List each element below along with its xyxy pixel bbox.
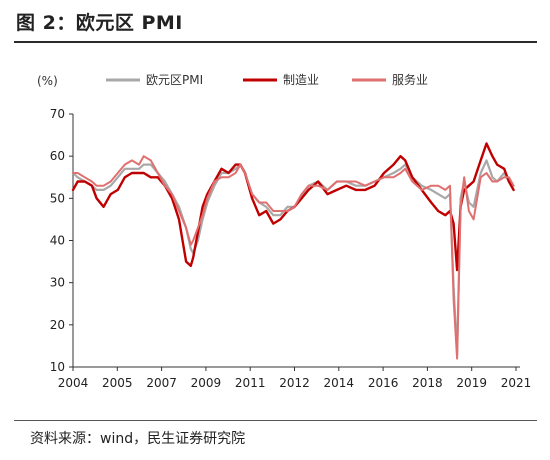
y-tick-label: 70 <box>50 107 65 121</box>
x-tick-label: 2018 <box>412 376 443 390</box>
y-unit-label: (%) <box>37 74 58 88</box>
series-line-2 <box>71 142 515 272</box>
x-tick-label: 2005 <box>102 376 133 390</box>
x-tick-label: 2016 <box>368 376 399 390</box>
y-tick-label: 60 <box>50 149 65 163</box>
series-line-1 <box>71 159 515 356</box>
y-tick-label: 10 <box>50 360 65 374</box>
legend-label-3: 服务业 <box>392 72 428 87</box>
series-line-3 <box>72 155 515 360</box>
x-tick-label: 2012 <box>279 376 310 390</box>
source-note: 资料来源：wind，民生证券研究院 <box>30 431 246 447</box>
legend: 欧元区PMI 制造业 服务业 <box>106 72 428 87</box>
title-divider <box>14 41 537 43</box>
footer-divider <box>14 420 537 421</box>
legend-label-2: 制造业 <box>283 73 319 87</box>
y-tick-label: 40 <box>50 234 65 248</box>
x-tick-label: 2021 <box>501 376 532 390</box>
x-tick-label: 2004 <box>58 376 89 390</box>
legend-label-1: 欧元区PMI <box>146 73 203 87</box>
x-tick-label: 2014 <box>324 376 355 390</box>
x-tick-label: 2011 <box>235 376 266 390</box>
x-tick-label: 2019 <box>456 376 487 390</box>
y-tick-label: 50 <box>50 191 65 205</box>
figure-title: 图 2：欧元区 PMI <box>16 12 183 34</box>
x-tick-label: 2009 <box>191 376 222 390</box>
y-tick-label: 30 <box>50 276 65 290</box>
y-tick-label: 20 <box>50 318 65 332</box>
series-group <box>71 142 515 360</box>
x-tick-label: 2007 <box>146 376 177 390</box>
axes: 10 20 30 40 50 60 70 2004 2005 2007 2009 2011 2012 20… <box>50 107 532 390</box>
